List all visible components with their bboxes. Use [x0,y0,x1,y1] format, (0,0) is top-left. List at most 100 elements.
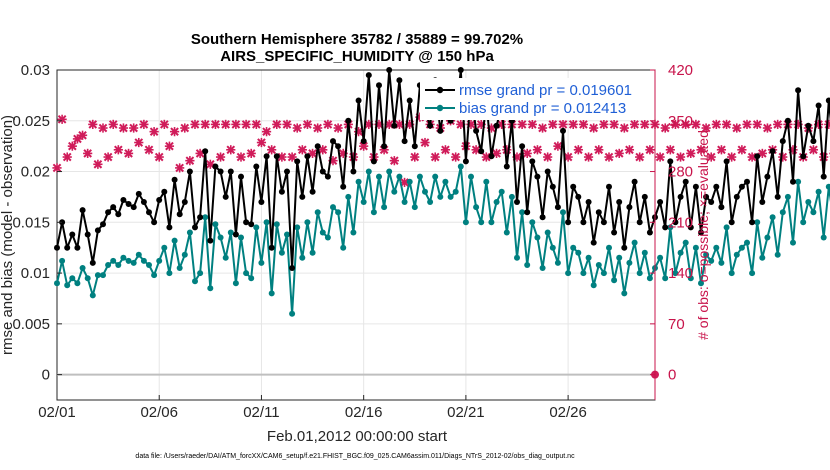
bias-point-65 [386,168,393,175]
bias-point-98 [554,259,561,266]
obs-marker-123 [681,119,691,129]
bias-point-0 [54,280,60,287]
rmse-point-9 [100,221,106,228]
y-tick-label-0: 0 [42,367,50,384]
obs-marker-130 [716,145,727,155]
bias-point-116 [646,275,653,282]
rmse-point-32 [217,168,224,175]
rmse-point-110 [616,199,623,205]
rmse-point-134 [738,183,745,190]
bias-point-131 [723,224,730,231]
bias-point-103 [580,270,587,277]
rmse-point-23 [171,176,178,183]
obs-marker-3 [67,141,77,151]
bias-point-105 [590,282,597,289]
bias-point-26 [186,229,193,236]
bias-point-72 [422,188,428,195]
rmse-point-127 [703,193,710,200]
rmse-point-105 [590,239,597,246]
bias-point-13 [120,254,127,261]
obs-marker-125 [691,119,701,129]
obs-marker-104 [583,152,594,162]
rmse-point-4 [74,244,81,251]
bias-point-11 [110,257,117,264]
x-axis-label: Feb.01,2012 00:00:00 start [267,428,448,445]
bias-point-128 [708,257,715,264]
bias-point-144 [790,239,796,246]
bias-point-44 [278,249,285,256]
bias-point-30 [207,285,214,292]
bias-point-118 [657,254,664,261]
rmse-point-149 [815,102,822,109]
bias-point-60 [360,199,367,205]
bias-point-43 [273,221,280,228]
obs-marker-50 [307,148,318,159]
bias-point-107 [600,270,607,277]
bias-point-68 [401,199,408,205]
bias-point-82 [473,204,480,211]
bias-point-80 [462,219,469,226]
bias-point-123 [682,239,689,246]
obs-marker-11 [108,119,118,129]
bias-point-8 [94,272,101,279]
bias-point-90 [514,254,520,261]
obs-marker-46 [287,152,297,162]
obs-marker-8 [93,159,103,169]
bias-point-66 [391,188,398,195]
rmse-point-50 [309,188,316,195]
bias-point-106 [595,262,602,268]
rmse-point-20 [156,197,163,203]
rmse-point-92 [524,209,531,216]
bias-point-75 [437,193,444,200]
obs-marker-36 [236,152,246,162]
obs-marker-110 [614,148,624,159]
bias-point-19 [151,272,158,279]
rmse-point-47 [294,158,301,165]
bias-point-81 [468,173,474,180]
rmse-point-108 [606,183,612,190]
bias-point-77 [447,193,454,200]
rmse-point-42 [268,244,275,251]
bias-point-17 [140,257,147,264]
rmse-point-57 [345,117,352,124]
rmse-point-129 [713,183,720,190]
y-right-tick-label-6: 420 [668,62,693,79]
rmse-point-17 [140,199,147,205]
rmse-point-30 [207,237,214,244]
bias-point-100 [565,270,572,277]
rmse-point-19 [151,219,158,226]
x-tick-label-4: 02/21 [447,404,485,421]
obs-marker-114 [635,152,645,162]
rmse-point-109 [611,229,618,236]
obs-marker-35 [231,119,241,129]
rmse-point-41 [263,153,270,160]
bias-point-27 [192,278,198,285]
obs-marker-12 [113,145,123,155]
bias-point-92 [524,262,531,268]
bias-point-74 [432,173,439,180]
bias-point-138 [759,254,766,261]
rmse-point-150 [820,173,827,180]
bias-point-67 [396,173,403,180]
rmse-point-25 [181,199,188,205]
rmse-point-5 [79,207,86,214]
rmse-point-66 [391,122,398,129]
bias-point-110 [616,254,623,261]
rmse-point-18 [146,209,152,216]
obs-marker-116 [645,145,655,155]
y-tick-label-1: 0.005 [12,316,50,333]
obs-marker-2 [62,152,72,162]
obs-marker-14 [123,148,134,159]
data-file-footer: data file: /Users/raeder/DAI/ATM_forcXX/… [135,453,575,460]
rmse-point-125 [692,183,699,190]
bias-point-130 [718,259,725,266]
rmse-point-140 [769,148,776,155]
bias-point-4 [74,280,81,287]
y-right-tick-label-3: 210 [668,214,693,231]
obs-marker-53 [323,119,333,129]
obs-marker-55 [333,123,343,133]
rmse-point-58 [350,168,357,175]
rmse-point-112 [626,204,633,211]
rmse-point-26 [186,168,193,175]
